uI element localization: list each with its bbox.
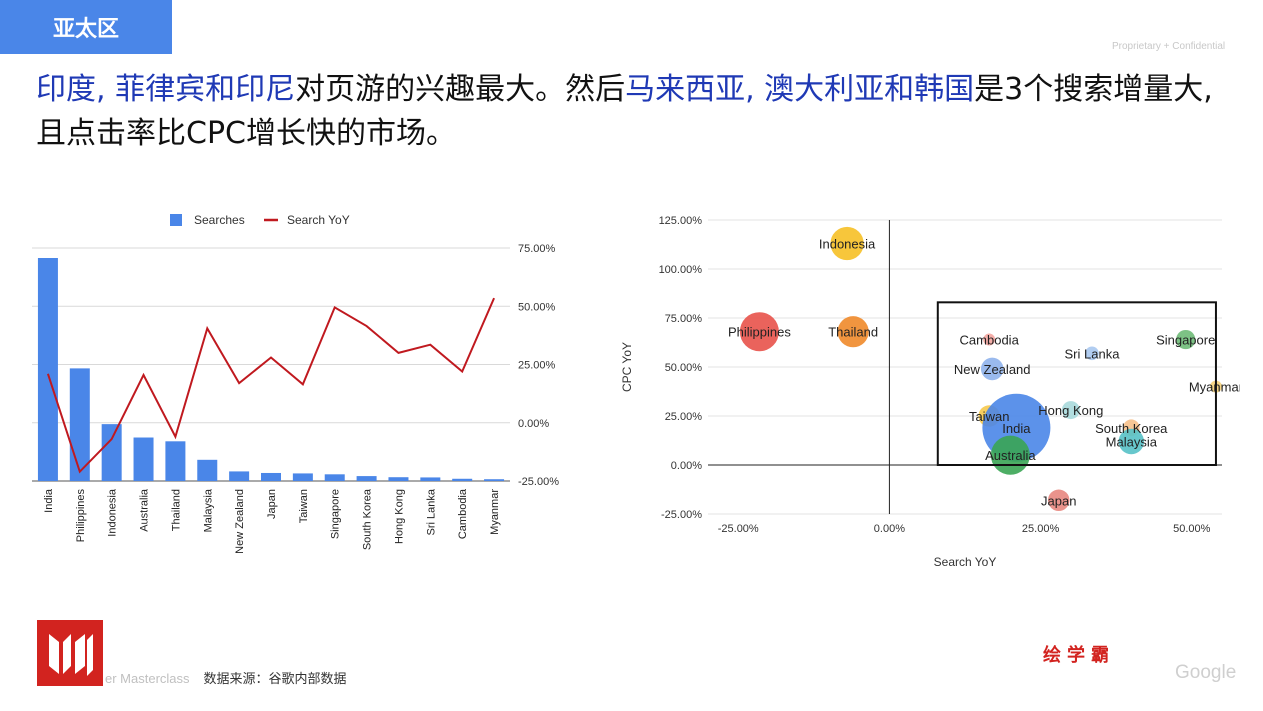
category-label-7: Japan <box>266 489 278 519</box>
bar-new-zealand <box>229 471 250 481</box>
bar-japan <box>261 472 281 481</box>
category-label-12: Sri Lanka <box>425 488 437 535</box>
bubble-sri-lanka <box>1085 346 1099 361</box>
cpc-vs-search-bubble-chart: -25.00% 0.00% 25.00% 50.00% 75.00% 100.00% 125… <box>620 215 1240 569</box>
highlight-box <box>936 301 1217 466</box>
watermark: 绘学霸 <box>1043 645 1115 666</box>
bar-singapore <box>324 474 345 481</box>
x-tick-3: 50.00% <box>1173 523 1211 535</box>
category-label-3: Australia <box>139 488 151 532</box>
category-label-9: Singapore <box>330 489 342 539</box>
y-tick-3: 50.00% <box>665 362 703 374</box>
bar-south-korea <box>356 476 377 481</box>
bubble-thailand <box>837 316 869 348</box>
headline-segment-3: 马来西亚, 澳大利亚和韩国 <box>625 72 975 107</box>
right-tick-1: 0.00% <box>518 418 549 430</box>
y-axis-label: CPC YoY <box>620 342 634 392</box>
bubble-label-4: Singapore <box>1156 333 1215 348</box>
bar-sri-lanka <box>420 477 441 481</box>
bubble-label-9: Hong Kong <box>1038 403 1103 418</box>
footer-source-text: 数据来源：谷歌内部数据 <box>203 672 347 687</box>
category-label-14: Myanmar <box>489 489 501 535</box>
searches-combo-chart: -25.00% 0.00% 25.00% 50.00% 75.00% Searches Se… <box>32 213 559 554</box>
bubble-label-14: Japan <box>1041 493 1076 508</box>
bar-myanmar <box>484 479 505 481</box>
y-tick-6: 125.00% <box>659 215 703 227</box>
bubble-label-0: Indonesia <box>819 237 876 252</box>
category-label-10: South Korea <box>362 488 374 550</box>
right-tick-0: -25.00% <box>518 476 559 488</box>
legend-searches-swatch <box>170 214 182 226</box>
category-label-0: India <box>43 488 55 513</box>
category-label-11: Hong Kong <box>393 489 405 544</box>
category-label-6: New Zealand <box>234 489 246 554</box>
bar-hong-kong <box>388 477 409 481</box>
section-tag: 亚太区 <box>0 0 172 54</box>
legend-searches-label: Searches <box>194 213 245 227</box>
bubble-hong-kong <box>1061 401 1080 420</box>
bubble-label-3: Cambodia <box>960 333 1020 348</box>
x-tick-0: -25.00% <box>718 523 759 535</box>
bubble-label-8: Taiwan <box>969 409 1009 424</box>
confidential-label: Proprietary + Confidential <box>1112 41 1226 52</box>
search-yoy-line <box>46 297 495 474</box>
bubble-label-5: Sri Lanka <box>1065 346 1121 361</box>
bubble-label-2: Thailand <box>828 325 878 340</box>
category-label-4: Thailand <box>170 489 182 531</box>
bubble-label-12: Malaysia <box>1106 434 1158 449</box>
right-tick-4: 75.00% <box>518 243 556 255</box>
bubble-label-6: New Zealand <box>954 362 1031 377</box>
logo-icon <box>37 620 103 686</box>
bubble-japan <box>1047 489 1070 512</box>
bubble-cambodia <box>983 333 996 346</box>
legend-yoy-label: Search YoY <box>287 213 350 227</box>
bar-cambodia <box>452 478 473 481</box>
bubble-malaysia <box>1118 428 1145 455</box>
bar-thailand <box>165 441 186 481</box>
category-label-13: Cambodia <box>457 488 469 539</box>
y-tick-2: 25.00% <box>665 411 703 423</box>
headline-segment-4: 是3个搜索增量大, 且点击率比CPC增长快的市场。 <box>36 72 1213 151</box>
bubble-philippines <box>739 312 779 352</box>
headline-segment-2: 对页游的兴趣最大。然后 <box>295 72 626 107</box>
right-tick-3: 50.00% <box>518 301 556 313</box>
category-label-5: Malaysia <box>202 488 214 532</box>
bar-philippines <box>69 368 90 481</box>
y-tick-4: 75.00% <box>665 313 703 325</box>
headline: 印度, 菲律宾和印尼对页游的兴趣最大。然后马来西亚, 澳大利亚和韩国是3个搜索增… <box>36 68 1236 156</box>
bubble-singapore <box>1176 329 1196 350</box>
bubble-label-11: South Korea <box>1095 421 1168 436</box>
x-axis-label: Search YoY <box>934 555 997 569</box>
bubble-new-zealand <box>980 357 1004 381</box>
bar-australia <box>133 437 154 481</box>
x-tick-2: 25.00% <box>1022 523 1060 535</box>
category-label-8: Taiwan <box>298 489 310 523</box>
y-tick-5: 100.00% <box>659 264 703 276</box>
bar-taiwan <box>292 473 313 481</box>
bar-malaysia <box>197 459 218 481</box>
footer-source: er Masterclass 数据来源：谷歌内部数据 <box>105 668 347 687</box>
bubble-label-10: India <box>1002 421 1031 436</box>
bubble-indonesia <box>830 226 864 261</box>
right-tick-2: 25.00% <box>518 360 556 372</box>
y-tick-0: -25.00% <box>661 509 702 521</box>
category-label-1: Philippines <box>75 489 87 543</box>
y-tick-1: 0.00% <box>671 460 702 472</box>
bubble-label-13: Australia <box>985 448 1036 463</box>
bubble-label-7: Myanmar <box>1189 380 1240 395</box>
x-tick-1: 0.00% <box>874 523 905 535</box>
footer-faint-text: er Masterclass <box>105 671 190 686</box>
bubble-label-1: Philippines <box>728 325 791 340</box>
bar-indonesia <box>101 424 122 481</box>
category-label-2: Indonesia <box>107 488 119 537</box>
brand-logo-text: Google <box>1175 662 1237 683</box>
headline-segment-1: 印度, 菲律宾和印尼 <box>36 72 296 107</box>
bar-india <box>37 258 58 481</box>
